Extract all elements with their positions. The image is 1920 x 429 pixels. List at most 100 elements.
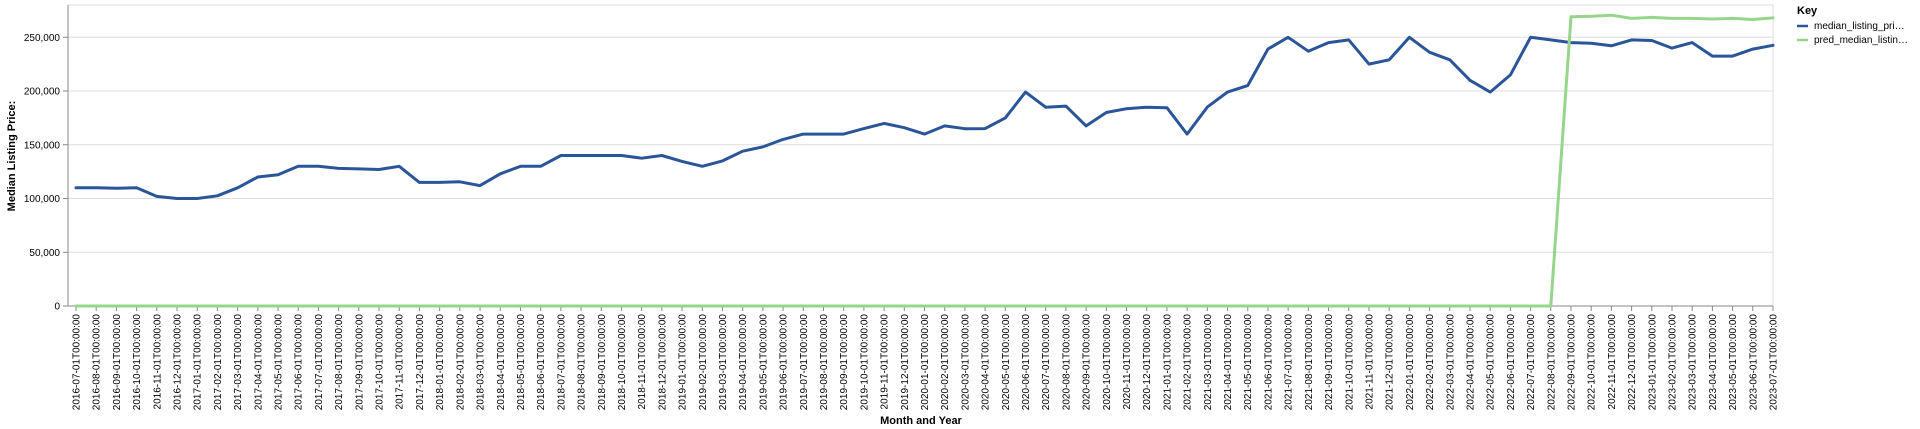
x-tick-label: 2020-11-01T00:00:00 xyxy=(1122,314,1133,410)
x-tick-label: 2022-03-01T00:00:00 xyxy=(1445,314,1456,411)
x-tick-label: 2018-03-01T00:00:00 xyxy=(476,314,487,411)
x-tick-label: 2021-05-01T00:00:00 xyxy=(1243,314,1254,411)
x-tick-label: 2021-02-01T00:00:00 xyxy=(1183,314,1194,411)
x-tick-label: 2018-07-01T00:00:00 xyxy=(556,314,567,411)
x-tick-label: 2017-06-01T00:00:00 xyxy=(294,314,305,411)
x-tick-label: 2017-01-01T00:00:00 xyxy=(193,314,204,411)
x-tick-label: 2022-09-01T00:00:00 xyxy=(1566,314,1577,411)
x-tick-label: 2020-02-01T00:00:00 xyxy=(940,314,951,411)
x-tick-label: 2018-10-01T00:00:00 xyxy=(617,314,628,411)
x-tick-label: 2019-05-01T00:00:00 xyxy=(758,314,769,411)
x-tick-label: 2017-05-01T00:00:00 xyxy=(274,314,285,411)
x-tick-label: 2019-12-01T00:00:00 xyxy=(900,314,911,411)
y-axis-title: Median Listing Price: xyxy=(6,101,18,212)
y-tick-label: 250,000 xyxy=(24,33,61,44)
x-tick-label: 2023-07-01T00:00:00 xyxy=(1769,314,1780,411)
x-tick-label: 2022-12-01T00:00:00 xyxy=(1627,314,1638,411)
series-lines xyxy=(74,13,1775,308)
x-tick-label: 2021-11-01T00:00:00 xyxy=(1364,314,1375,410)
y-tick-label: 100,000 xyxy=(24,194,61,205)
x-tick-label: 2021-06-01T00:00:00 xyxy=(1263,314,1274,411)
x-tick-label: 2022-08-01T00:00:00 xyxy=(1546,314,1557,411)
x-tick-label: 2019-04-01T00:00:00 xyxy=(738,314,749,411)
x-tick-label: 2020-08-01T00:00:00 xyxy=(1061,314,1072,411)
x-tick-label: 2017-09-01T00:00:00 xyxy=(354,314,365,411)
x-tick-label: 2023-03-01T00:00:00 xyxy=(1688,314,1699,411)
x-tick-label: 2018-04-01T00:00:00 xyxy=(496,314,507,411)
series-line-0 xyxy=(74,35,1775,200)
x-tick-label: 2021-01-01T00:00:00 xyxy=(1162,314,1173,411)
x-tick-label: 2023-06-01T00:00:00 xyxy=(1748,314,1759,411)
x-tick-label: 2019-10-01T00:00:00 xyxy=(859,314,870,411)
x-tick-label: 2016-11-01T00:00:00 xyxy=(152,314,163,410)
x-tick-label: 2021-03-01T00:00:00 xyxy=(1203,314,1214,411)
x-tick-label: 2022-06-01T00:00:00 xyxy=(1506,314,1517,411)
x-tick-label: 2022-02-01T00:00:00 xyxy=(1425,314,1436,411)
x-tick-label: 2016-12-01T00:00:00 xyxy=(173,314,184,411)
x-tick-label: 2018-01-01T00:00:00 xyxy=(435,314,446,411)
x-tick-label: 2023-02-01T00:00:00 xyxy=(1667,314,1678,411)
grid-lines xyxy=(68,4,1774,306)
x-tick-label: 2020-10-01T00:00:00 xyxy=(1102,314,1113,411)
x-tick-label: 2019-09-01T00:00:00 xyxy=(839,314,850,411)
y-tick-label: 200,000 xyxy=(24,87,61,98)
x-tick-label: 2018-08-01T00:00:00 xyxy=(577,314,588,411)
x-tick-label: 2020-04-01T00:00:00 xyxy=(981,314,992,411)
x-tick-label: 2020-07-01T00:00:00 xyxy=(1041,314,1052,411)
x-tick-label: 2019-02-01T00:00:00 xyxy=(698,314,709,411)
x-tick-label: 2018-05-01T00:00:00 xyxy=(516,314,527,411)
x-tick-label: 2016-09-01T00:00:00 xyxy=(112,314,123,411)
x-tick-label: 2018-06-01T00:00:00 xyxy=(536,314,547,411)
x-tick-label: 2017-08-01T00:00:00 xyxy=(334,314,345,411)
axes: 0 50,000 100,000 150,000 200,000 250,000 2016-… xyxy=(24,5,1780,410)
legend: Key median_listing_pri… pred_median_listi… xyxy=(1797,5,1908,46)
x-tick-label: 2017-04-01T00:00:00 xyxy=(253,314,264,411)
x-tick-label: 2019-01-01T00:00:00 xyxy=(678,314,689,411)
x-tick-label: 2022-05-01T00:00:00 xyxy=(1486,314,1497,411)
x-tick-label: 2021-08-01T00:00:00 xyxy=(1304,314,1315,411)
y-tick-label: 150,000 xyxy=(24,140,61,151)
x-tick-label: 2019-07-01T00:00:00 xyxy=(799,314,810,411)
x-tick-label: 2021-04-01T00:00:00 xyxy=(1223,314,1234,411)
x-tick-label: 2017-07-01T00:00:00 xyxy=(314,314,325,411)
x-tick-label: 2017-10-01T00:00:00 xyxy=(375,314,386,411)
x-tick-label: 2020-05-01T00:00:00 xyxy=(1001,314,1012,411)
x-tick-label: 2020-09-01T00:00:00 xyxy=(1082,314,1093,411)
x-tick-label: 2020-01-01T00:00:00 xyxy=(920,314,931,411)
x-tick-label: 2022-04-01T00:00:00 xyxy=(1465,314,1476,411)
x-tick-label: 2017-12-01T00:00:00 xyxy=(415,314,426,411)
x-tick-label: 2020-12-01T00:00:00 xyxy=(1142,314,1153,411)
series-line-1 xyxy=(74,13,1775,308)
y-tick-label: 50,000 xyxy=(29,248,60,259)
x-tick-label: 2022-11-01T00:00:00 xyxy=(1607,314,1618,410)
x-tick-label: 2021-09-01T00:00:00 xyxy=(1324,314,1335,411)
x-tick-label: 2021-10-01T00:00:00 xyxy=(1344,314,1355,411)
x-tick-label: 2019-03-01T00:00:00 xyxy=(718,314,729,411)
x-tick-label: 2021-12-01T00:00:00 xyxy=(1385,314,1396,411)
x-tick-label: 2023-05-01T00:00:00 xyxy=(1728,314,1739,411)
x-tick-label: 2019-11-01T00:00:00 xyxy=(880,314,891,410)
x-tick-label: 2019-06-01T00:00:00 xyxy=(779,314,790,411)
legend-label: pred_median_listin… xyxy=(1814,35,1908,46)
x-tick-label: 2017-11-01T00:00:00 xyxy=(395,314,406,410)
x-tick-label: 2022-01-01T00:00:00 xyxy=(1405,314,1416,411)
x-tick-label: 2018-12-01T00:00:00 xyxy=(657,314,668,411)
x-tick-label: 2018-09-01T00:00:00 xyxy=(597,314,608,411)
x-tick-label: 2020-06-01T00:00:00 xyxy=(1021,314,1032,411)
x-tick-label: 2017-02-01T00:00:00 xyxy=(213,314,224,411)
legend-items: median_listing_pri… pred_median_listin… xyxy=(1797,21,1908,46)
legend-label: median_listing_pri… xyxy=(1814,21,1905,32)
y-tick-label: 0 xyxy=(54,302,60,313)
x-tick-label: 2020-03-01T00:00:00 xyxy=(960,314,971,411)
legend-title: Key xyxy=(1797,5,1818,17)
x-axis-title: Month and Year xyxy=(880,415,962,427)
x-tick-label: 2016-07-01T00:00:00 xyxy=(72,314,83,411)
x-tick-label: 2022-10-01T00:00:00 xyxy=(1587,314,1598,411)
x-tick-label: 2021-07-01T00:00:00 xyxy=(1284,314,1295,411)
x-tick-label: 2019-08-01T00:00:00 xyxy=(819,314,830,411)
x-tick-label: 2016-08-01T00:00:00 xyxy=(92,314,103,411)
x-tick-label: 2022-07-01T00:00:00 xyxy=(1526,314,1537,411)
x-tick-label: 2016-10-01T00:00:00 xyxy=(132,314,143,411)
